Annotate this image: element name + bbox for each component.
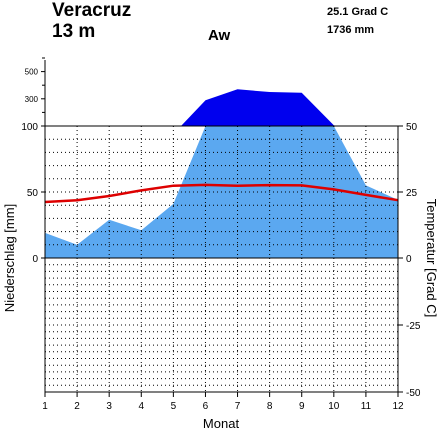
x-tick-label: 1	[42, 401, 48, 412]
mean-temperature: 25.1 Grad C	[327, 6, 388, 18]
precip-tick-label: 50	[27, 188, 39, 199]
temperature-line	[44, 183, 399, 204]
grid-lines	[45, 126, 398, 392]
x-tick-label: 12	[392, 401, 404, 412]
x-tick-label: 6	[203, 401, 209, 412]
precip-tick-label: 300	[25, 95, 39, 104]
x-tick-label: 11	[361, 401, 372, 412]
x-tick-label: 3	[106, 401, 112, 412]
x-tick-label: 9	[299, 401, 305, 412]
precipitation-areas	[45, 89, 398, 258]
temp-tick-label: -25	[406, 321, 421, 332]
annual-precipitation: 1736 mm	[327, 24, 374, 36]
station-elevation: 13 m	[52, 21, 95, 42]
x-tick-label: 4	[138, 401, 144, 412]
x-tick-label: 10	[328, 401, 340, 412]
station-name: Veracruz	[52, 0, 131, 21]
x-tick-label: 8	[267, 401, 273, 412]
temp-tick-label: 0	[406, 254, 412, 265]
x-tick-label: 5	[171, 401, 177, 412]
right-axis-title: Temperatur [Grad C]	[424, 199, 439, 318]
x-tick-label: 2	[74, 401, 80, 412]
x-tick-label: 7	[235, 401, 241, 412]
temp-tick-label: 25	[406, 188, 418, 199]
x-axis-title: Monat	[203, 416, 240, 430]
precipitation-excess-area	[181, 89, 337, 126]
temperature-line-group	[44, 183, 399, 204]
climate-class: Aw	[208, 27, 231, 44]
left-axis-title: Niederschlag [mm]	[2, 204, 17, 312]
precip-tick-label: 500	[25, 68, 39, 77]
precip-tick-label: 0	[32, 254, 38, 265]
temp-tick-label: 50	[406, 122, 418, 133]
temp-tick-label: -50	[406, 388, 421, 399]
precip-tick-label: 100	[21, 122, 38, 133]
